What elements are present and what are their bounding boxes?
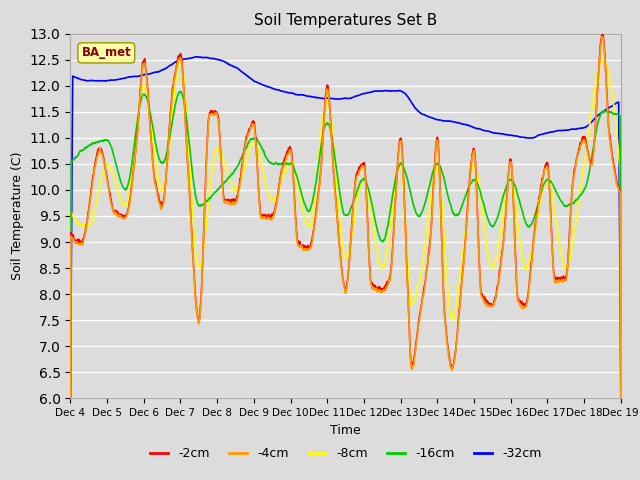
Y-axis label: Soil Temperature (C): Soil Temperature (C) (12, 152, 24, 280)
Title: Soil Temperatures Set B: Soil Temperatures Set B (254, 13, 437, 28)
Legend: -2cm, -4cm, -8cm, -16cm, -32cm: -2cm, -4cm, -8cm, -16cm, -32cm (145, 442, 547, 465)
Text: BA_met: BA_met (81, 47, 131, 60)
X-axis label: Time: Time (330, 424, 361, 437)
